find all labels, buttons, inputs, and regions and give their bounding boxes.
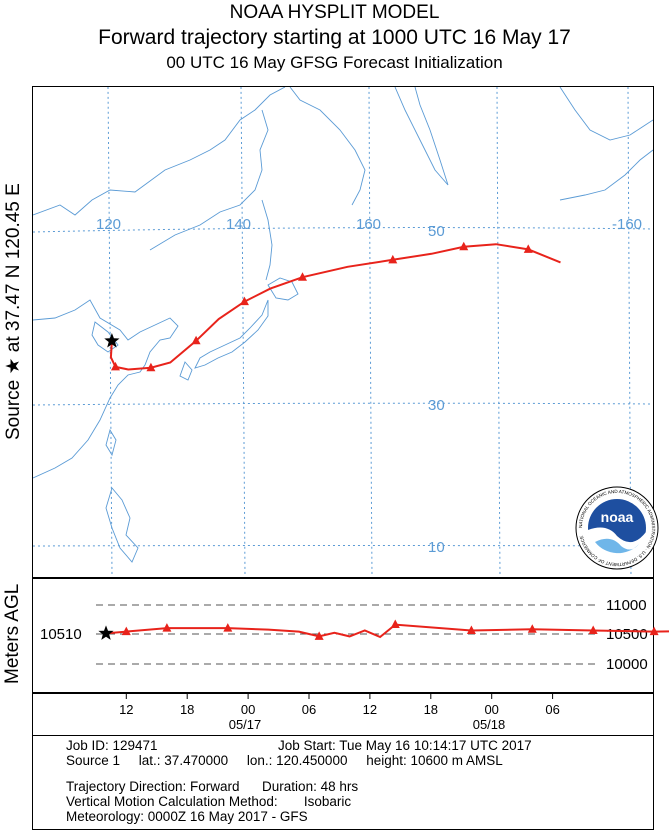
coast-alaska <box>559 87 653 141</box>
height-marker-1 <box>162 623 172 632</box>
meteorology: Meteorology: 0000Z 16 May 2017 - GFS <box>66 809 308 824</box>
lon-label-140: 140 <box>226 216 251 233</box>
source-star-icon <box>104 333 120 348</box>
coast-china-korea <box>33 299 179 479</box>
coast-japan-hokkaido <box>267 277 299 301</box>
coast-taiwan <box>105 428 117 457</box>
time-tick-label-2: 00 <box>240 702 256 717</box>
map-panel <box>32 86 654 578</box>
time-tick-label-6: 00 <box>484 702 499 717</box>
trajectory-marker-3 <box>239 296 249 306</box>
height-marker-0 <box>121 626 131 636</box>
height-marker-4 <box>390 619 400 629</box>
coast-asia-mainland <box>33 87 286 216</box>
height-marker-5 <box>466 625 476 634</box>
logo-text: noaa <box>601 509 634 525</box>
parallel-50 <box>33 227 653 233</box>
height-marker-8 <box>649 626 659 636</box>
coast-sakhalin <box>261 199 273 281</box>
start-height-label: 10510 <box>40 626 82 643</box>
trajectory-markers <box>110 241 533 372</box>
height-start-star-shape <box>98 625 114 640</box>
noaa-logo: noaa NATIONAL OCEANIC AND ATMOSPHERIC AD… <box>575 486 659 570</box>
meridian-140 <box>240 87 246 577</box>
trajectory-marker-0 <box>110 361 120 371</box>
height-chart: 11000 10500 10000 10510 <box>40 597 669 673</box>
title-line-2: Forward trajectory starting at 1000 UTC … <box>98 26 571 49</box>
coast-kyushu <box>179 361 193 381</box>
trajectory-marker-1 <box>146 362 156 372</box>
lon-label-m160: -160 <box>612 216 642 233</box>
parallel-30 <box>33 402 653 406</box>
height-marker-7 <box>588 625 598 634</box>
height-tick-10000: 10000 <box>606 656 648 673</box>
coastlines <box>33 87 653 563</box>
time-tick-label-7: 06 <box>545 702 560 717</box>
lat-label-50: 50 <box>428 223 445 240</box>
height-marker-2 <box>223 623 233 632</box>
job-start: Job Start: Tue May 16 10:14:17 UTC 2017 <box>278 738 532 753</box>
height-start-star-icon <box>98 625 114 640</box>
time-tick-label-5: 18 <box>423 702 439 717</box>
coast-japan-honshu <box>194 299 269 369</box>
height-line <box>105 623 669 639</box>
job-id: Job ID: 129471 <box>66 738 158 753</box>
title-line-3: 00 UTC 16 May GFSG Forecast Initializati… <box>166 53 503 72</box>
coast-philippines <box>105 487 139 563</box>
trajectory-marker-6 <box>459 241 469 251</box>
meridian-120 <box>107 87 113 577</box>
time-ticks <box>125 693 554 699</box>
lat-label-30: 30 <box>428 397 445 414</box>
coast-bohai <box>91 321 119 353</box>
source-star-shape <box>104 333 120 348</box>
coast-russia-east <box>149 109 269 251</box>
lon-label-120: 120 <box>96 216 121 233</box>
coast-kamchatka <box>394 87 449 186</box>
coast-aleutians <box>559 149 653 201</box>
map-layer: 120 140 160 -160 50 30 10 <box>33 87 653 577</box>
vertical-motion: Vertical Motion Calculation Method: Isob… <box>66 794 352 809</box>
date-label-0518: 05/18 <box>472 717 506 732</box>
height-tick-10500: 10500 <box>606 626 648 643</box>
trajectory-line <box>109 243 561 371</box>
time-tick-label-3: 06 <box>301 702 317 717</box>
source-info: Source 1 lat.: 37.470000 lon.: 120.45000… <box>66 753 503 768</box>
graticule-labels: 120 140 160 -160 50 30 10 <box>96 216 642 556</box>
coast-sea-okhotsk <box>289 87 366 206</box>
meridian-160 <box>368 87 373 577</box>
trajectory-marker-4 <box>298 272 307 281</box>
time-tick-label-1: 18 <box>179 702 195 717</box>
trajectory-direction: Trajectory Direction: Forward Duration: … <box>66 779 359 794</box>
title-line-1: NOAA HYSPLIT MODEL <box>229 2 440 23</box>
graticule <box>33 87 653 577</box>
lat-label-10: 10 <box>428 539 445 556</box>
trajectory-marker-2 <box>191 335 201 345</box>
height-markers <box>121 619 659 640</box>
lon-label-160: 160 <box>356 216 381 233</box>
height-panel <box>32 578 654 693</box>
date-label-0517: 05/17 <box>228 717 262 732</box>
meridian-180 <box>496 87 501 577</box>
time-axis-panel <box>32 693 654 736</box>
time-tick-label-4: 12 <box>362 702 378 717</box>
parallel-10 <box>33 545 653 547</box>
height-marker-6 <box>527 624 537 633</box>
time-tick-label-0: 12 <box>119 702 134 717</box>
height-tick-11000: 11000 <box>606 597 647 614</box>
height-marker-3 <box>314 631 324 640</box>
trajectory-marker-7 <box>523 244 533 253</box>
trajectory-marker-5 <box>388 254 398 264</box>
logo-water <box>595 538 639 554</box>
